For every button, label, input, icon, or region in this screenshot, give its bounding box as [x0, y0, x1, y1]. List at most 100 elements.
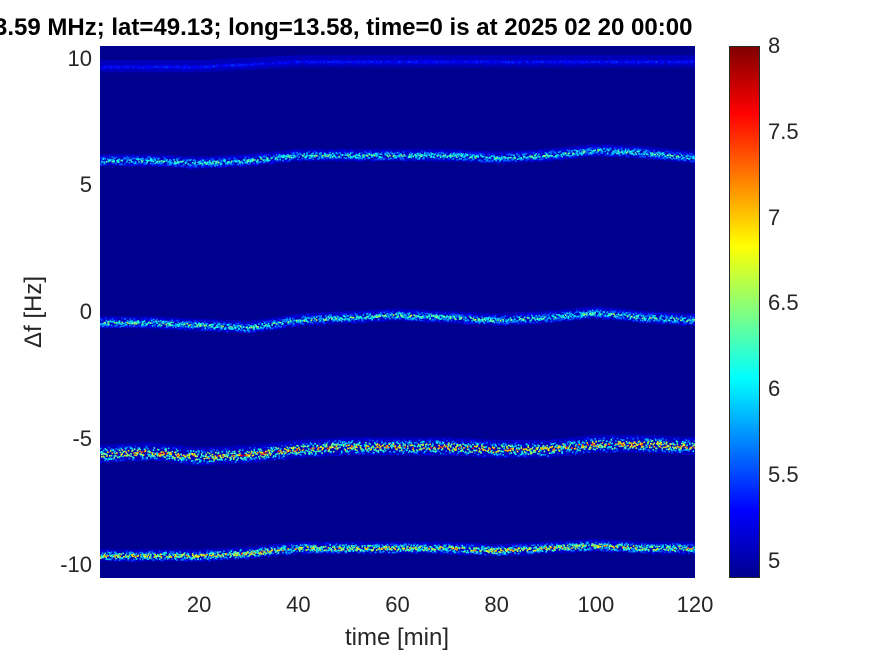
spectrogram-cell	[647, 60, 649, 62]
spectrogram-cell	[390, 60, 392, 62]
spectrogram-cell	[273, 62, 275, 65]
spectrogram-cell	[266, 325, 268, 328]
spectrogram-cell	[403, 154, 405, 156]
spectrogram-cell	[407, 150, 410, 152]
spectrogram-plot[interactable]	[100, 46, 695, 578]
spectrogram-cell	[296, 62, 298, 64]
spectrogram-cell	[103, 324, 106, 327]
spectrogram-cell	[137, 320, 140, 322]
spectrogram-cell	[300, 61, 303, 63]
spectrogram-cell	[453, 154, 455, 157]
spectrogram-cell	[126, 156, 129, 159]
spectrogram-cell	[256, 62, 258, 65]
spectrogram-cell	[630, 64, 632, 66]
spectrogram-cell	[408, 159, 411, 162]
spectrogram-cell	[413, 161, 415, 163]
spectrogram-cell	[376, 158, 379, 161]
spectrogram-cell	[416, 62, 419, 64]
spectrogram-cell	[550, 150, 553, 153]
spectrogram-cell	[201, 162, 204, 165]
spectrogram-cell	[107, 322, 109, 325]
spectrogram-cell	[444, 156, 447, 158]
spectrogram-cell	[693, 160, 695, 162]
spectrogram-cell	[384, 314, 387, 316]
spectrogram-cell	[156, 67, 158, 70]
spectrogram-cell	[457, 64, 460, 66]
spectrogram-cell	[456, 156, 458, 159]
spectrogram-cell	[321, 62, 323, 65]
spectrogram-cell	[140, 321, 142, 324]
spectrogram-cell	[632, 153, 635, 156]
spectrogram-cell	[432, 64, 435, 66]
spectrogram-cell	[621, 150, 623, 152]
spectrogram-cell	[442, 61, 445, 64]
spectrogram-cell	[410, 156, 413, 159]
spectrogram-cell	[509, 62, 512, 64]
spectrogram-cell	[332, 318, 334, 321]
spectrogram-cell	[216, 324, 218, 327]
spectrogram-cell	[130, 164, 132, 167]
spectrogram-cell	[679, 63, 681, 65]
spectrogram-cell	[147, 322, 149, 325]
spectrogram-cell	[531, 159, 533, 161]
spectrogram-cell	[126, 69, 129, 71]
spectrogram-cell	[548, 161, 550, 164]
spectrogram-cell	[178, 163, 181, 165]
spectrogram-cell	[668, 147, 671, 150]
spectrogram-cell	[372, 315, 374, 318]
spectrogram-cell	[239, 64, 241, 66]
spectrogram-cell	[367, 311, 370, 314]
spectrogram-cell	[147, 316, 149, 318]
spectrogram-cell	[442, 152, 445, 155]
spectrogram-cell	[319, 320, 322, 322]
spectrogram-cell	[452, 157, 455, 160]
spectrogram-cell	[318, 320, 321, 323]
spectrogram-cell	[341, 62, 344, 64]
spectrogram-cell	[180, 65, 182, 67]
spectrogram-cell	[150, 322, 152, 324]
spectrogram-cell	[244, 323, 247, 326]
spectrogram-cell	[377, 314, 380, 317]
spectrogram-cell	[473, 152, 475, 154]
spectrogram-cell	[641, 152, 644, 155]
spectrogram-cell	[156, 156, 158, 158]
spectrogram-cell	[376, 154, 379, 157]
spectrogram-cell	[247, 60, 249, 62]
spectrogram-cell	[523, 58, 526, 61]
spectrogram-cell	[126, 319, 129, 322]
spectrogram-cell	[641, 155, 644, 158]
spectrogram-cell	[183, 65, 185, 67]
spectrogram-cell	[191, 325, 194, 327]
spectrogram-cell	[549, 60, 552, 62]
spectrogram-cell	[215, 164, 217, 166]
spectrogram-cell	[587, 150, 589, 152]
spectrogram-cell	[268, 325, 271, 327]
spectrogram-cell	[548, 60, 550, 62]
spectrogram-cell	[265, 154, 267, 156]
spectrogram-cell	[457, 62, 460, 64]
spectrogram-cell	[133, 64, 135, 66]
spectrogram-cell	[325, 161, 328, 164]
spectrogram-cell	[613, 150, 615, 152]
spectrogram-cell	[258, 323, 260, 325]
spectrogram-cell	[177, 325, 180, 328]
spectrogram-cell	[642, 148, 645, 151]
spectrogram-cell	[166, 164, 169, 166]
spectrogram-cell	[389, 154, 391, 157]
spectrogram-cell	[227, 66, 230, 68]
spectrogram-cell	[605, 153, 607, 156]
spectrogram-cell	[151, 64, 154, 67]
spectrogram-cell	[370, 62, 372, 65]
spectrogram-cell	[385, 60, 388, 63]
spectrogram-cell	[656, 152, 658, 154]
spectrogram-cell	[281, 150, 283, 152]
spectrogram-cell	[661, 157, 663, 160]
spectrogram-cell	[517, 155, 520, 157]
spectrogram-cell	[225, 164, 228, 167]
spectrogram-cell	[295, 149, 298, 151]
spectrogram-cell	[483, 61, 486, 63]
spectrogram-cell	[132, 322, 134, 325]
spectrogram-cell	[223, 160, 225, 162]
spectrogram-cell	[149, 156, 151, 159]
spectrogram-cell	[301, 60, 304, 62]
